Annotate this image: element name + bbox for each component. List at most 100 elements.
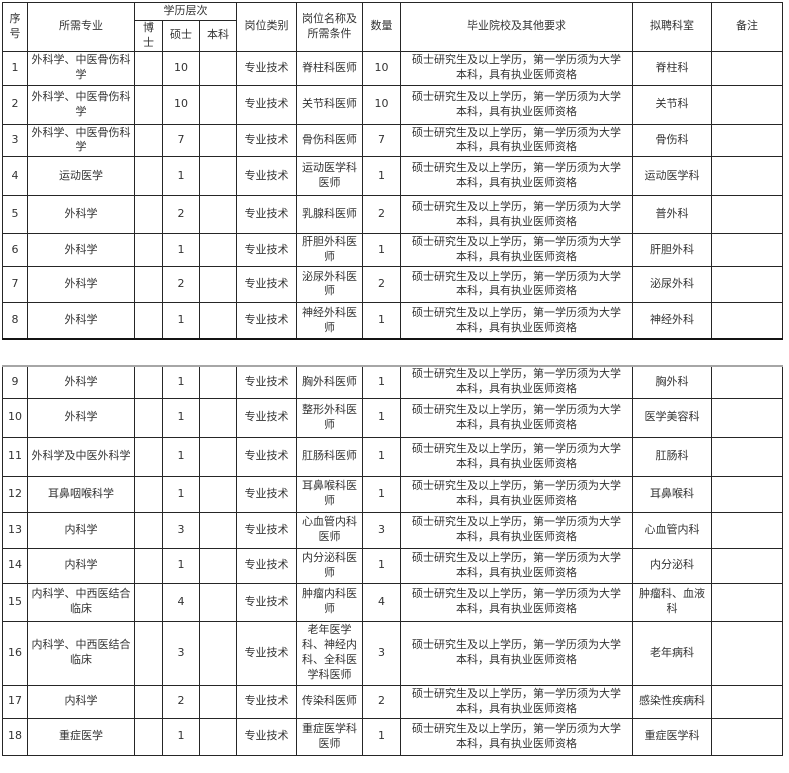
cell-doctor — [134, 511, 163, 549]
cell-requirement: 硕士研究生及以上学历，第一学历须为大学本科，具有执业医师资格 — [400, 397, 633, 438]
cell-position: 乳腺科医师 — [296, 195, 364, 235]
cell-position: 老年医学科、神经内科、全科医学科医师 — [296, 620, 363, 686]
cell-seq: 17 — [2, 684, 28, 719]
cell-master: 1 — [162, 436, 200, 477]
cell-requirement: 硕士研究生及以上学历，第一学历须为大学本科，具有执业医师资格 — [400, 265, 634, 303]
cell-position: 骨伤科医师 — [296, 123, 364, 158]
cell-dept: 老年病科 — [632, 620, 712, 686]
cell-master: 7 — [162, 123, 200, 158]
cell-position: 神经外科医师 — [296, 301, 364, 340]
table-row: 12 耳鼻咽喉科学 1 专业技术 耳鼻喉科医师 1 硕士研究生及以上学历，第一学历须为大学本… — [2, 475, 783, 513]
cell-position: 泌尿外科医师 — [296, 265, 364, 303]
cell-category: 专业技术 — [236, 233, 298, 267]
cell-requirement: 硕士研究生及以上学历，第一学历须为大学本科，具有执业医师资格 — [400, 547, 633, 584]
cell-doctor — [134, 50, 163, 86]
cell-note — [711, 582, 783, 622]
header-category: 岗位类别 — [236, 2, 298, 52]
cell-position: 运动医学科医师 — [296, 156, 364, 197]
recruitment-table-section-2: 9 外科学 1 专业技术 胸外科医师 1 硕士研究生及以上学历，第一学历须为大学本科，具有执… — [2, 365, 783, 756]
cell-seq: 5 — [2, 195, 28, 235]
cell-count: 10 — [362, 84, 402, 125]
cell-note — [711, 436, 783, 477]
cell-bachelor — [199, 511, 237, 549]
cell-requirement: 硕士研究生及以上学历，第一学历须为大学本科，具有执业医师资格 — [400, 365, 633, 399]
cell-seq: 12 — [2, 475, 28, 513]
cell-category: 专业技术 — [236, 397, 297, 438]
cell-note — [711, 511, 783, 549]
cell-count: 1 — [362, 717, 401, 756]
cell-doctor — [134, 156, 163, 197]
cell-seq: 15 — [2, 582, 28, 622]
cell-dept: 运动医学科 — [632, 156, 713, 197]
cell-major: 外科学 — [27, 233, 135, 267]
table-row: 15 内科学、中西医结合临床 4 专业技术 肿瘤内科医师 4 硕士研究生及以上学历，第一学历… — [2, 582, 783, 622]
cell-dept: 普外科 — [632, 195, 713, 235]
cell-bachelor — [199, 620, 237, 686]
cell-major: 外科学 — [27, 365, 135, 399]
cell-count: 3 — [362, 511, 401, 549]
cell-category: 专业技术 — [236, 582, 297, 622]
cell-category: 专业技术 — [236, 684, 297, 719]
cell-doctor — [134, 582, 163, 622]
cell-doctor — [134, 123, 163, 158]
cell-position: 关节科医师 — [296, 84, 364, 125]
cell-note — [711, 84, 784, 125]
header-count: 数量 — [362, 2, 402, 52]
cell-major: 外科学、中医骨伤科学 — [27, 50, 135, 86]
table-row: 10 外科学 1 专业技术 整形外科医师 1 硕士研究生及以上学历，第一学历须为大学本科，具… — [2, 397, 783, 438]
cell-major: 外科学及中医外科学 — [27, 436, 135, 477]
cell-doctor — [134, 265, 163, 303]
table-row: 8 外科学 1 专业技术 神经外科医师 1 硕士研究生及以上学历，第一学历须为大学本科，具有… — [2, 301, 784, 340]
cell-dept: 骨伤科 — [632, 123, 713, 158]
cell-note — [711, 475, 783, 513]
cell-bachelor — [198, 233, 238, 267]
cell-bachelor — [199, 397, 237, 438]
cell-master: 4 — [162, 582, 200, 622]
cell-count: 1 — [362, 397, 401, 438]
cell-major: 耳鼻咽喉科学 — [27, 475, 135, 513]
cell-position: 胸外科医师 — [296, 365, 363, 399]
table-row: 2 外科学、中医骨伤科学 10 专业技术 关节科医师 10 硕士研究生及以上学历，第一学历须… — [2, 84, 784, 125]
cell-doctor — [134, 195, 163, 235]
cell-count: 1 — [362, 436, 401, 477]
table-row: 13 内科学 3 专业技术 心血管内科医师 3 硕士研究生及以上学历，第一学历须为大学本科，… — [2, 511, 783, 549]
cell-count: 1 — [362, 301, 402, 340]
cell-count: 4 — [362, 582, 401, 622]
cell-major: 外科学 — [27, 195, 135, 235]
cell-category: 专业技术 — [236, 511, 297, 549]
cell-position: 肿瘤内科医师 — [296, 582, 363, 622]
cell-doctor — [134, 301, 163, 340]
cell-master: 2 — [162, 684, 200, 719]
cell-dept: 关节科 — [632, 84, 713, 125]
cell-category: 专业技术 — [236, 50, 298, 86]
cell-count: 3 — [362, 620, 401, 686]
cell-requirement: 硕士研究生及以上学历，第一学历须为大学本科，具有执业医师资格 — [400, 123, 634, 158]
cell-major: 外科学 — [27, 301, 135, 340]
cell-seq: 13 — [2, 511, 28, 549]
cell-bachelor — [199, 436, 237, 477]
cell-master: 10 — [162, 84, 200, 125]
cell-category: 专业技术 — [236, 475, 297, 513]
cell-dept: 神经外科 — [632, 301, 713, 340]
cell-major: 运动医学 — [27, 156, 135, 197]
cell-dept: 医学美容科 — [632, 397, 712, 438]
table-row: 16 内科学、中西医结合临床 3 专业技术 老年医学科、神经内科、全科医学科医师 3 硕士研… — [2, 620, 783, 686]
cell-master: 10 — [162, 50, 200, 86]
cell-position: 耳鼻喉科医师 — [296, 475, 363, 513]
table-row: 18 重症医学 1 专业技术 重症医学科医师 1 硕士研究生及以上学历，第一学历须为大学本科… — [2, 717, 783, 756]
cell-note — [711, 301, 784, 340]
cell-major: 内科学 — [27, 547, 135, 584]
cell-master: 1 — [162, 156, 200, 197]
cell-category: 专业技术 — [236, 620, 297, 686]
cell-master: 3 — [162, 511, 200, 549]
header-dept: 拟聘科室 — [632, 2, 713, 52]
table-row: 5 外科学 2 专业技术 乳腺科医师 2 硕士研究生及以上学历，第一学历须为大学本科，具有执… — [2, 195, 784, 235]
cell-category: 专业技术 — [236, 195, 298, 235]
cell-seq: 1 — [2, 50, 28, 86]
cell-seq: 18 — [2, 717, 28, 756]
cell-position: 传染科医师 — [296, 684, 363, 719]
table-row: 14 内科学 1 专业技术 内分泌科医师 1 硕士研究生及以上学历，第一学历须为大学本科，具… — [2, 547, 783, 584]
cell-master: 1 — [162, 233, 200, 267]
header-note: 备注 — [711, 2, 784, 52]
cell-dept: 肛肠科 — [632, 436, 712, 477]
